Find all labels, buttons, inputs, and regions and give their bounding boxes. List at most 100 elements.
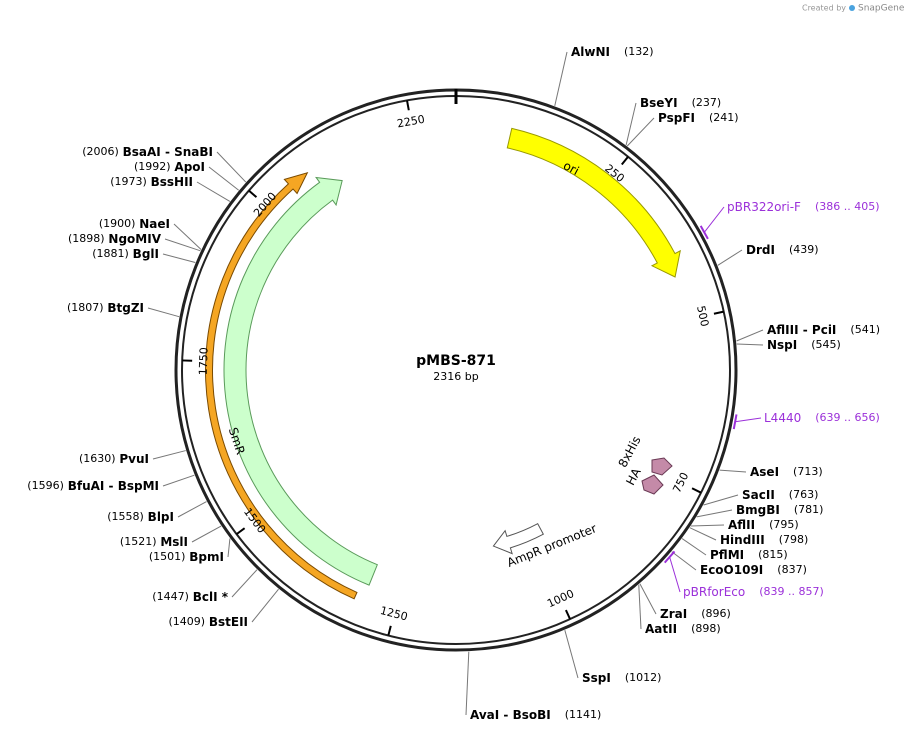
site-label: (1409) BstEII: [168, 615, 248, 629]
site-position: (1521): [120, 535, 157, 548]
ruler-label: 500: [694, 305, 711, 328]
site-position: (1409): [168, 615, 205, 628]
feature-label: AmpR promoter: [505, 521, 599, 570]
primer-range: (386 .. 405): [815, 200, 880, 213]
map-length: 2316 bp: [433, 370, 478, 383]
site-name: PvuI: [119, 452, 149, 466]
site-name: BfuAI - BspMI: [68, 479, 159, 493]
site-label: AflIII - PciI (541): [767, 323, 880, 337]
ruler-label: 2250: [396, 113, 426, 131]
site-label: SacII (763): [742, 488, 818, 502]
site-position: (541): [850, 323, 880, 336]
site-label: BseYI (237): [640, 96, 721, 110]
site-leader: [626, 117, 655, 147]
site-name: BpmI: [189, 550, 224, 564]
site-position: (1630): [79, 452, 116, 465]
site-leader: [719, 469, 747, 473]
site-position: (1141): [565, 708, 602, 721]
site-label: PflMI (815): [710, 548, 788, 562]
site-leader: [173, 223, 202, 250]
primer-label: pBRforEco (839 .. 857): [683, 585, 824, 599]
ruler-tick: [387, 625, 392, 636]
ampr-promoter-feature: [492, 522, 544, 555]
site-leader: [703, 494, 739, 506]
site-leader: [696, 509, 733, 518]
site-name: AseI: [750, 465, 779, 479]
ruler-tick: [564, 609, 571, 620]
site-label: AseI (713): [750, 465, 823, 479]
his-feature: [651, 457, 673, 476]
ruler-tick: [691, 487, 702, 494]
site-leader: [251, 588, 279, 623]
site-position: (1881): [92, 247, 129, 260]
site-label: NspI (545): [767, 338, 841, 352]
site-leader: [564, 630, 579, 679]
site-position: (545): [811, 338, 841, 351]
site-name: BsaAI - SnaBI: [123, 145, 213, 159]
primer-range: (839 .. 857): [759, 585, 824, 598]
site-leader: [717, 249, 743, 266]
site-position: (798): [779, 533, 809, 546]
ruler-tick: [621, 156, 629, 166]
site-leader: [638, 584, 642, 630]
site-position: (763): [789, 488, 819, 501]
site-name: BstEII: [209, 615, 248, 629]
site-label: (1807) BtgZI: [67, 301, 144, 315]
primer-label: L4440 (639 .. 656): [764, 411, 880, 425]
site-name: ZraI: [660, 607, 687, 621]
site-label: AvaI - BsoBI (1141): [470, 708, 601, 722]
site-leader: [690, 524, 725, 527]
site-position: (898): [691, 622, 721, 635]
site-leader: [208, 166, 240, 191]
ruler-label: 750: [670, 470, 691, 495]
site-label: (1881) BglI: [92, 247, 159, 261]
site-position: (1992): [134, 160, 171, 173]
map-name: pMBS-871: [416, 353, 496, 369]
site-position: (1501): [149, 550, 186, 563]
site-leader: [196, 181, 231, 202]
site-leader: [554, 51, 568, 106]
site-leader: [191, 525, 222, 543]
ruler-tick: [406, 100, 410, 111]
site-name: AflII: [728, 518, 755, 532]
site-name: MslI: [160, 535, 188, 549]
site-position: (1898): [68, 232, 105, 245]
site-leader: [231, 569, 258, 598]
site-label: AatII (898): [645, 622, 721, 636]
site-position: (781): [794, 503, 824, 516]
site-name: BssHII: [151, 175, 193, 189]
site-name: HindIII: [720, 533, 765, 547]
site-name: PflMI: [710, 548, 744, 562]
site-position: (1558): [107, 510, 144, 523]
site-position: (237): [692, 96, 722, 109]
site-leader: [625, 102, 637, 146]
primer-leader: [703, 206, 725, 233]
ori-feature: [506, 127, 681, 278]
orange-feature: [205, 171, 358, 600]
ruler-tick: [248, 189, 258, 198]
primer-name: pBR322ori-F: [727, 200, 801, 214]
site-label: DrdI (439): [746, 243, 819, 257]
site-label: (1447) BclI *: [152, 590, 228, 604]
feature-label: ori: [561, 158, 581, 178]
site-leader: [177, 501, 207, 518]
site-leader: [162, 253, 196, 264]
primer-mark: [663, 550, 676, 564]
site-position: (713): [793, 465, 823, 478]
primer-name: pBRforEco: [683, 585, 745, 599]
site-position: (1900): [99, 217, 136, 230]
site-name: BlpI: [148, 510, 174, 524]
feature-label: 8xHis: [616, 434, 644, 470]
site-leader: [681, 538, 707, 556]
site-label: (1558) BlpI: [107, 510, 174, 524]
site-label: (1898) NgoMIV: [68, 232, 162, 246]
site-name: NspI: [767, 338, 797, 352]
site-position: (2006): [82, 145, 119, 158]
site-label: SspI (1012): [582, 671, 661, 685]
site-position: (837): [777, 563, 807, 576]
site-leader: [736, 329, 764, 342]
site-name: EcoO109I: [700, 563, 763, 577]
site-label: (1630) PvuI: [79, 452, 149, 466]
site-label: AlwNI (132): [571, 45, 654, 59]
